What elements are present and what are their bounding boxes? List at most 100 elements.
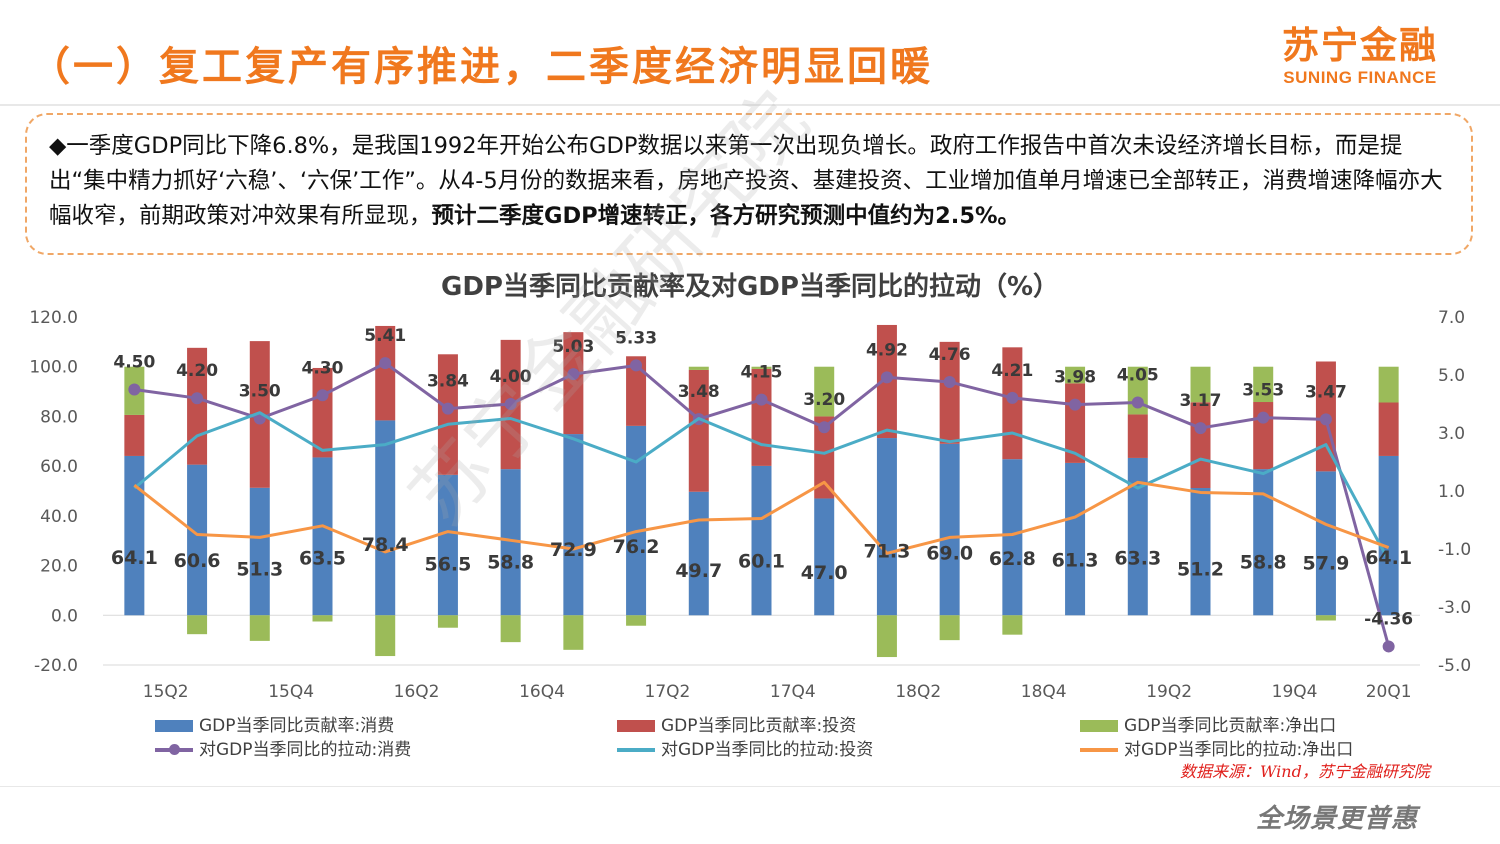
footer-slogan: 全场景更普惠	[1256, 804, 1419, 834]
bar-segment-consumption	[1190, 488, 1211, 616]
legend-swatch	[617, 748, 655, 752]
line-data-label: 4.15	[741, 363, 783, 383]
line-point-consumption	[818, 421, 831, 434]
bar-data-label: 71.3	[863, 540, 910, 562]
bar-segment-net-export	[563, 615, 584, 650]
bar-segment-consumption	[1127, 457, 1148, 616]
series-line-net-export	[133, 480, 1390, 555]
bar-segment-net-export	[751, 366, 772, 369]
line-point-consumption	[1382, 640, 1395, 653]
legend-item-consumption-pull: 对GDP当季同比的拉动:消费	[155, 739, 411, 761]
bar-data-label: 78.4	[362, 534, 409, 556]
legend-swatch	[1080, 720, 1118, 732]
bar-segment-investment	[375, 325, 396, 421]
bar-segment-net-export	[312, 615, 333, 622]
bar-segment-net-export	[626, 615, 647, 626]
footer-divider	[0, 786, 1500, 787]
y-left-tick-label: 120.0	[29, 308, 78, 328]
bar-data-label: 76.2	[613, 536, 660, 558]
line-data-label: 3.50	[239, 382, 281, 402]
chart-title: GDP当季同比贡献率及对GDP当季同比的拉动（%）	[440, 272, 1059, 302]
bar-segment-consumption	[626, 425, 647, 616]
line-data-label: 4.00	[490, 367, 532, 387]
legend-label: 对GDP当季同比的拉动:消费	[199, 740, 412, 760]
summary-text: ◆一季度GDP同比下降6.8%，是我国1992年开始公布GDP数据以来第一次出现…	[49, 133, 1443, 229]
legend-swatch	[1080, 748, 1118, 752]
source-note: 数据来源：Wind，苏宁金融研究院	[1180, 762, 1430, 781]
line-data-label: 3.84	[427, 372, 469, 392]
summary-emphasis: 预计二季度GDP增速转正，各方研究预测中值约为2.5%。	[431, 203, 1021, 229]
x-tick-label: 15Q4	[268, 682, 314, 702]
bar-data-label: 56.5	[424, 554, 471, 576]
y-right-tick-label: -1.0	[1438, 540, 1471, 560]
line-data-label: 3.47	[1305, 382, 1347, 402]
line-data-label: 5.33	[615, 328, 657, 348]
line-data-label: 4.50	[113, 353, 155, 373]
bar-data-label: 64.1	[1365, 547, 1412, 569]
gdp-contribution-chart: -20.0 0.0 20.0 40.0 60.0 80.0 100.0 120.0 -5.0 -3…	[29, 308, 1471, 702]
bar-segment-consumption	[814, 498, 835, 616]
x-tick-label: 18Q2	[895, 682, 941, 702]
line-point-consumption	[1131, 396, 1144, 409]
y-right-tick-label: -5.0	[1438, 656, 1471, 676]
bar-data-label: 58.8	[487, 552, 534, 574]
line-point-consumption	[567, 368, 580, 381]
bar-segment-investment	[124, 414, 145, 456]
y-right-tick-label: 1.0	[1438, 482, 1465, 502]
bar-segment-consumption	[1002, 459, 1023, 616]
bar-segment-net-export	[437, 615, 458, 628]
line-data-label: 4.21	[991, 361, 1033, 381]
y-right-tick-label: 7.0	[1438, 308, 1465, 328]
line-data-label: 3.20	[803, 390, 845, 410]
line-point-consumption	[441, 402, 454, 415]
bar-data-label: 63.5	[299, 547, 346, 569]
y-left-tick-label: -20.0	[34, 656, 78, 676]
bar-segment-consumption	[688, 491, 709, 616]
line-data-label: 3.48	[678, 382, 720, 402]
chart-legend: GDP当季同比贡献率:消费 GDP当季同比贡献率:投资 GDP当季同比贡献率:净…	[155, 715, 1455, 767]
bar-segment-net-export	[1065, 366, 1086, 384]
line-point-consumption	[1257, 411, 1270, 424]
line-point-consumption	[316, 389, 329, 402]
line-data-label: 4.92	[866, 340, 908, 360]
bar-segment-consumption	[751, 465, 772, 616]
line-data-label: 3.53	[1242, 381, 1284, 401]
line-data-label: 3.17	[1180, 391, 1222, 411]
legend-label: 对GDP当季同比的拉动:净出口	[1124, 740, 1354, 760]
bar-data-label: 49.7	[675, 560, 722, 582]
legend-swatch	[155, 720, 193, 732]
brand-logo: 苏宁金融 SUNING FINANCE	[1270, 24, 1450, 88]
bar-segment-consumption	[124, 455, 145, 616]
bar-segment-net-export	[1315, 615, 1336, 621]
line-point-consumption	[1194, 422, 1207, 435]
line-data-label: 4.20	[176, 361, 218, 381]
bar-data-label: 64.1	[111, 547, 158, 569]
legend-label: GDP当季同比贡献率:净出口	[1124, 716, 1337, 736]
bar-segment-net-export	[500, 615, 521, 643]
y-left-tick-label: 60.0	[40, 457, 78, 477]
bar-segment-investment	[312, 367, 333, 458]
series-line-investment	[133, 411, 1390, 562]
y-left-tick-label: 40.0	[40, 507, 78, 527]
bar-data-label: 62.8	[989, 548, 1036, 570]
bar-segment-net-export	[249, 615, 270, 641]
line-point-consumption	[1069, 398, 1082, 411]
bar-data-label: 58.8	[1240, 552, 1287, 574]
bar-segment-investment	[751, 368, 772, 466]
legend-label: GDP当季同比贡献率:投资	[661, 716, 857, 736]
bar-segment-investment	[939, 341, 960, 444]
header-divider	[0, 104, 1500, 106]
bar-segment-net-export	[876, 615, 897, 658]
legend-item-consumption-contribution: GDP当季同比贡献率:消费	[155, 715, 394, 737]
bar-segment-consumption	[1378, 455, 1399, 616]
bar-segment-consumption	[1315, 471, 1336, 616]
line-data-label: 5.03	[552, 337, 594, 357]
y-left-tick-label: 100.0	[29, 358, 78, 378]
line-data-label: 5.41	[364, 326, 406, 346]
bar-segment-consumption	[249, 487, 270, 616]
x-tick-label: 20Q1	[1366, 682, 1412, 702]
legend-item-netexport-pull: 对GDP当季同比的拉动:净出口	[1080, 739, 1353, 761]
brand-logo-en: SUNING FINANCE	[1283, 68, 1437, 87]
bar-segment-net-export	[939, 615, 960, 641]
bar-segment-net-export	[1253, 366, 1274, 403]
